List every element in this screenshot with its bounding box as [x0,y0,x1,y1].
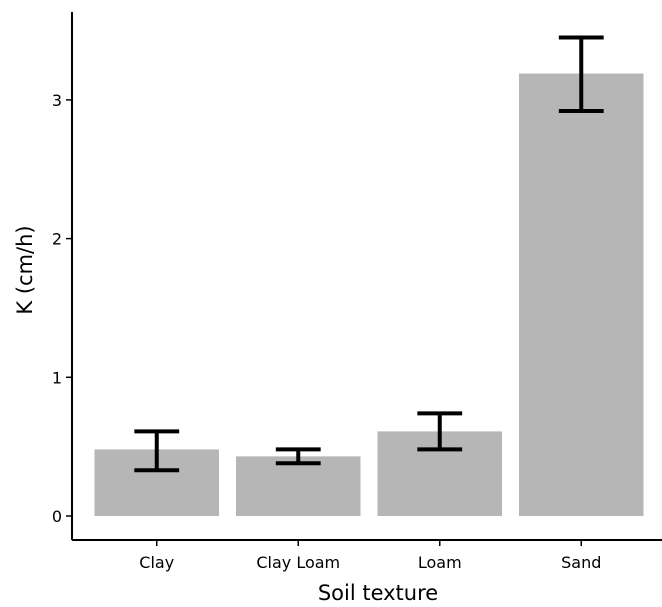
error-bars-group [134,35,604,473]
x-tick-label: Loam [418,553,462,572]
y-tick-label: 0 [52,507,62,526]
x-ticks-group: Clay Clay Loam Loam Sand [139,540,601,572]
y-tick-label: 1 [52,368,62,387]
y-tick-label: 2 [52,230,62,249]
y-axis-title: K (cm/h) [13,225,37,314]
x-tick-label: Clay Loam [256,553,340,572]
bar [235,456,361,516]
bar [518,73,644,516]
x-tick-label: Sand [561,553,601,572]
bars-group [94,73,644,516]
y-ticks-group: 0 1 2 3 [52,91,72,526]
x-axis-title: Soil texture [318,581,438,605]
x-tick-label: Clay [139,553,174,572]
y-tick-label: 3 [52,91,62,110]
